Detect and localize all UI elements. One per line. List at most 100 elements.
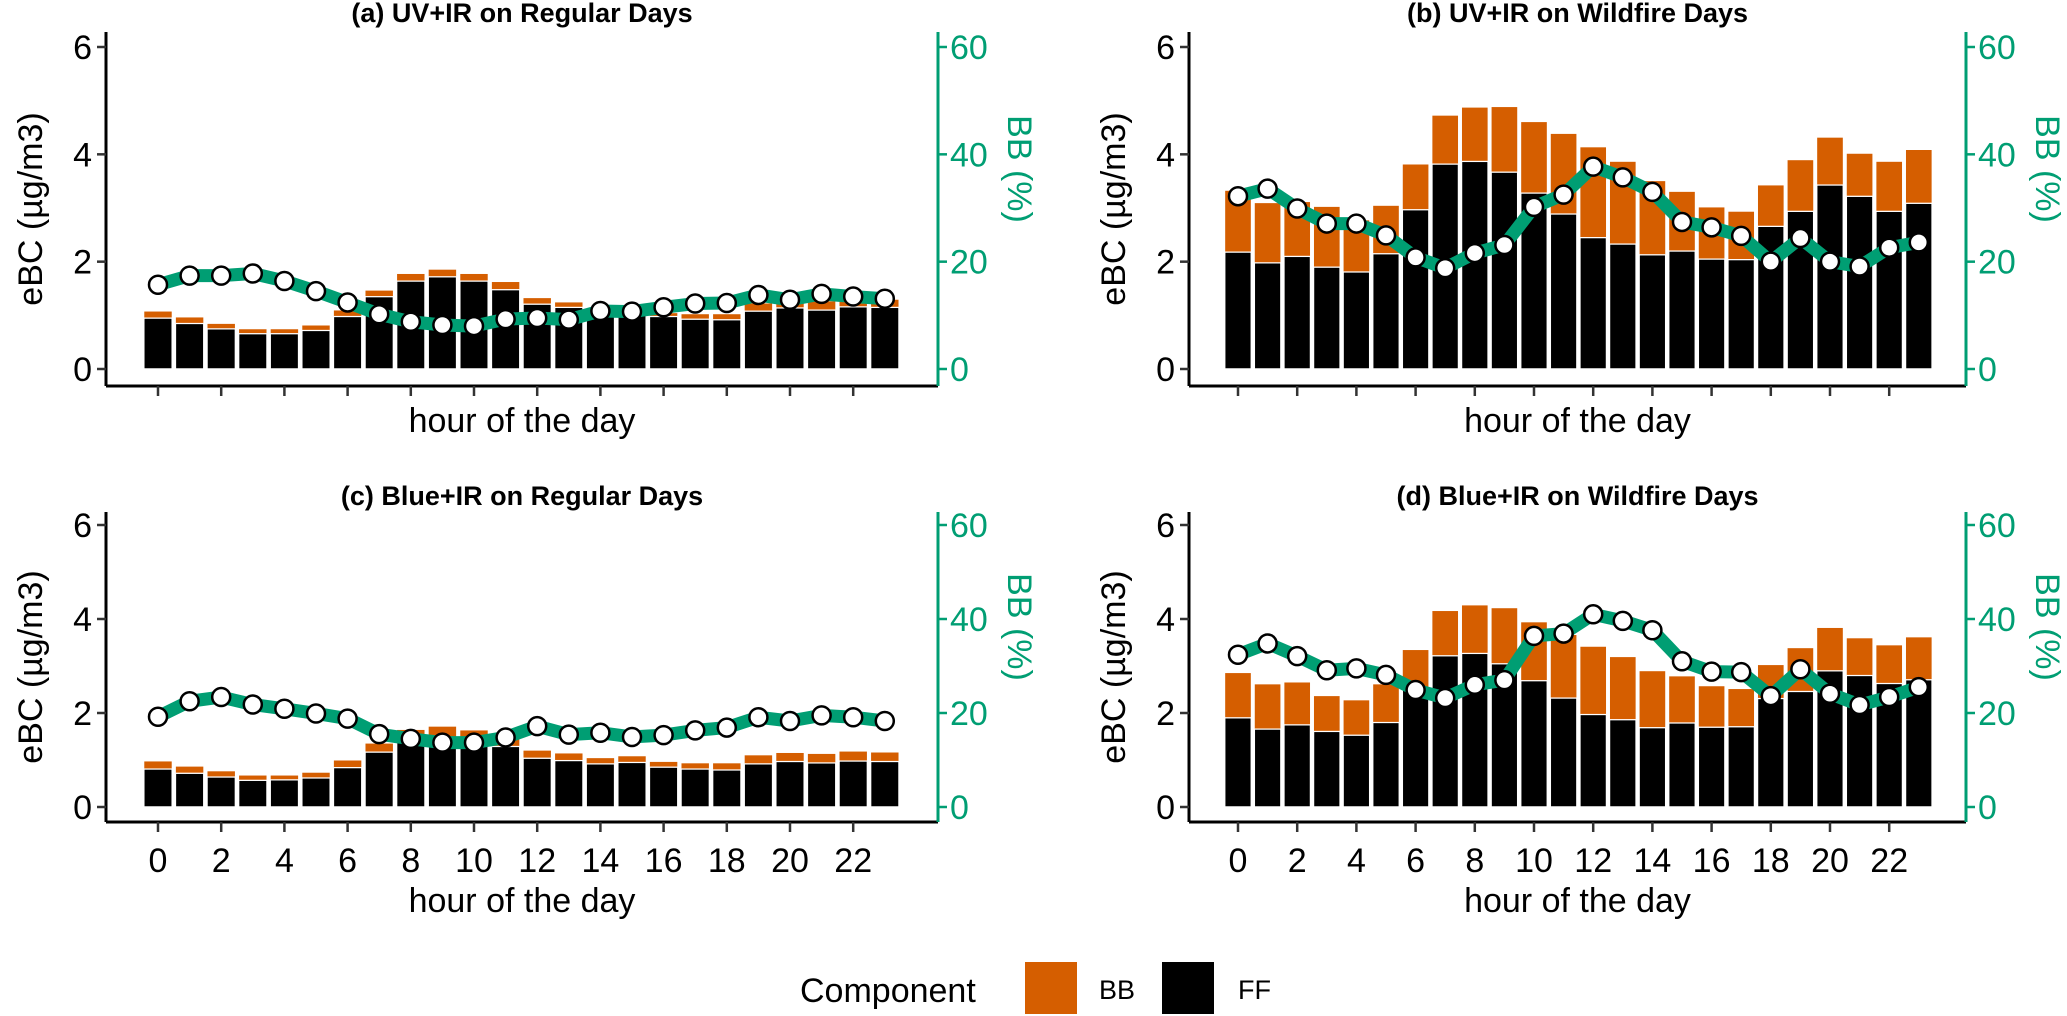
bb-percent-point xyxy=(842,706,864,728)
x-tick-label: 6 xyxy=(338,842,357,880)
bb-percent-point xyxy=(242,694,264,715)
bar-ff xyxy=(806,762,837,808)
y-right-axis-title: BB (%) xyxy=(2028,573,2066,681)
bb-percent-point xyxy=(621,726,643,748)
y-axis-title: eBC (µg/m3) xyxy=(12,570,50,763)
y-tick-label: 0 xyxy=(1156,789,1175,827)
bb-percent-point xyxy=(716,292,738,314)
x-tick-label: 0 xyxy=(149,842,168,880)
x-axis-title: hour of the day xyxy=(1464,402,1691,440)
x-tick-label: 8 xyxy=(401,842,420,880)
bb-percent-point xyxy=(337,708,358,729)
bb-percent-point xyxy=(526,307,548,329)
bar-ff xyxy=(1253,728,1282,808)
bar-ff xyxy=(775,307,805,370)
bar-bb xyxy=(174,316,205,324)
bar-ff xyxy=(680,318,711,370)
bb-percent-point xyxy=(1849,694,1870,716)
panel-title: (d) Blue+IR on Wildfire Days xyxy=(1396,481,1758,511)
bar-ff xyxy=(1342,271,1371,370)
bar-ff xyxy=(743,763,774,808)
bb-percent-point xyxy=(1316,659,1338,681)
bar-ff xyxy=(1667,250,1697,370)
bar-ff xyxy=(490,745,521,808)
bar-ff xyxy=(1697,726,1726,808)
y-tick-label: 4 xyxy=(73,601,92,639)
bb-percent-point xyxy=(147,274,169,295)
bar-ff xyxy=(1638,253,1667,370)
bar-bb xyxy=(238,774,268,781)
bar-bb xyxy=(1253,202,1282,264)
bb-percent-point xyxy=(558,724,580,745)
bar-bb xyxy=(301,771,331,779)
bb-percent-point xyxy=(274,270,295,292)
y-tick-label: 0 xyxy=(73,789,92,827)
bar-ff xyxy=(1845,195,1874,370)
bar-bb xyxy=(743,754,774,765)
bb-percent-point xyxy=(653,724,674,746)
bar-ff xyxy=(1519,679,1549,808)
bb-percent-point xyxy=(463,732,485,753)
bb-percent-point xyxy=(558,309,580,330)
bar-ff xyxy=(301,329,331,370)
bar-ff xyxy=(1371,252,1401,370)
y-axis-title: eBC (µg/m3) xyxy=(12,112,50,305)
x-axis-title: hour of the day xyxy=(409,402,636,440)
y-right-axis-title: BB (%) xyxy=(1000,115,1038,223)
x-tick-label: 2 xyxy=(212,842,231,880)
bar-ff xyxy=(743,310,774,370)
x-tick-label: 18 xyxy=(708,842,746,880)
bb-percent-point xyxy=(1878,237,1900,258)
bb-percent-point xyxy=(874,710,896,732)
x-tick-label: 8 xyxy=(1465,842,1484,880)
bar-bb xyxy=(617,755,647,763)
bb-percent-point xyxy=(400,728,422,750)
bar-ff xyxy=(237,332,268,370)
bar-bb xyxy=(1668,675,1696,724)
bar-bb xyxy=(712,762,742,771)
y-right-tick-label: 20 xyxy=(1978,695,2016,733)
x-tick-label: 10 xyxy=(455,842,493,880)
x-tick-label: 20 xyxy=(771,842,809,880)
bb-percent-point xyxy=(590,722,611,743)
x-axis-title: hour of the day xyxy=(1464,882,1691,920)
bar-ff xyxy=(1460,160,1489,370)
bb-percent-point xyxy=(1553,184,1574,205)
bar-ff xyxy=(237,779,268,808)
bar-ff xyxy=(648,766,679,808)
y-right-tick-label: 0 xyxy=(950,351,969,389)
bar-bb xyxy=(1431,114,1460,165)
bar-ff xyxy=(1431,654,1460,808)
bar-bb xyxy=(1460,604,1489,654)
bar-ff xyxy=(617,761,647,808)
bar-bb xyxy=(870,751,900,762)
bb-percent-point xyxy=(1434,257,1456,279)
bb-percent-point xyxy=(242,263,264,284)
bb-percent-point xyxy=(590,300,611,322)
bb-percent-point xyxy=(1582,156,1604,177)
bb-percent-point xyxy=(463,315,485,337)
y-right-tick-label: 60 xyxy=(950,29,988,67)
bar-bb xyxy=(1283,681,1312,726)
x-tick-label: 10 xyxy=(1515,842,1553,880)
y-right-tick-label: 20 xyxy=(1978,244,2016,282)
bb-percent-point xyxy=(1612,167,1634,188)
bar-bb xyxy=(806,752,837,764)
bb-percent-point xyxy=(400,311,422,333)
y-right-tick-label: 20 xyxy=(950,244,988,282)
bb-percent-line xyxy=(155,690,886,750)
bb-percent-point xyxy=(337,292,358,313)
bar-ff xyxy=(332,766,363,808)
bb-percent-point xyxy=(1671,651,1693,672)
bar-ff xyxy=(1904,678,1933,808)
bar-ff xyxy=(1727,258,1756,370)
bb-percent-point xyxy=(1790,659,1811,680)
x-tick-label: 20 xyxy=(1811,842,1849,880)
bar-bb xyxy=(1579,645,1608,715)
bar-ff xyxy=(1549,697,1578,808)
y-right-tick-label: 60 xyxy=(950,507,988,545)
bar-ff xyxy=(1608,718,1637,808)
bar-ff xyxy=(1223,251,1253,370)
bb-percent-point xyxy=(526,715,548,737)
bar-ff xyxy=(1312,266,1341,370)
